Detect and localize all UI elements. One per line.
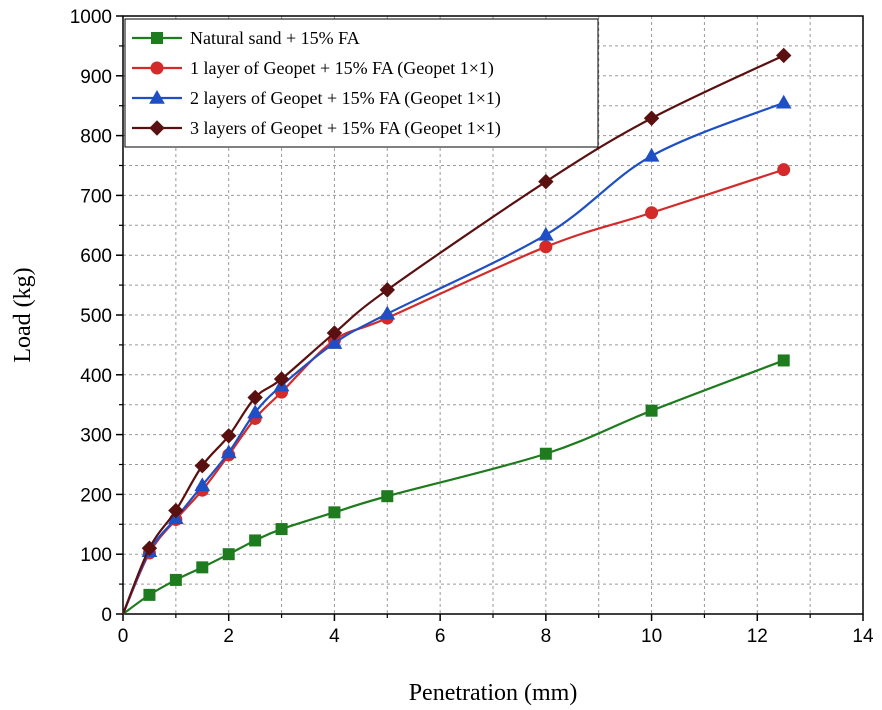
data-point — [643, 110, 660, 126]
data-point — [645, 206, 659, 220]
y-tick-label: 700 — [80, 186, 112, 207]
x-tick-label: 6 — [435, 626, 446, 647]
series-3 — [121, 94, 792, 615]
data-point — [537, 226, 554, 241]
data-point — [247, 389, 263, 406]
x-tick-label: 14 — [852, 626, 874, 647]
data-point — [247, 404, 264, 419]
data-point — [538, 173, 554, 190]
axis-ticks: 0 2 4 6 8 10 12 14 0 100 200 300 400 500 600 700 800 900 1… — [70, 7, 874, 647]
x-tick-label: 10 — [641, 626, 662, 647]
data-point — [168, 502, 184, 519]
data-point — [379, 305, 396, 320]
x-tick-label: 12 — [747, 626, 768, 647]
series-group — [121, 47, 792, 615]
legend-label: 1 layer of Geopet + 15% FA (Geopet 1×1) — [190, 58, 494, 79]
series-line — [121, 168, 785, 615]
legend-box — [124, 18, 599, 148]
x-tick-label: 4 — [329, 626, 340, 647]
y-tick-label: 900 — [80, 67, 112, 88]
data-point — [220, 444, 237, 459]
y-tick-label: 300 — [80, 426, 112, 447]
data-point — [249, 534, 262, 547]
data-point — [143, 588, 156, 601]
y-axis-title: Load (kg) — [10, 267, 36, 362]
series-line — [121, 101, 785, 615]
y-tick-label: 200 — [80, 485, 112, 506]
data-point — [379, 282, 395, 298]
series-4 — [121, 47, 792, 615]
legend-marker — [149, 120, 165, 136]
data-point — [777, 163, 791, 177]
y-tick-label: 800 — [80, 127, 112, 148]
legend: Natural sand + 15% FA 1 layer of Geopet +… — [124, 18, 599, 148]
y-tick-label: 500 — [80, 306, 112, 327]
data-point — [196, 561, 209, 574]
legend-label: 2 layers of Geopet + 15% FA (Geopet 1×1) — [190, 88, 501, 109]
series-1 — [122, 354, 790, 615]
data-point — [169, 573, 182, 586]
legend-marker — [150, 61, 164, 75]
y-tick-label: 400 — [80, 366, 112, 387]
legend-marker — [151, 32, 163, 44]
data-point — [326, 335, 343, 349]
y-tick-label: 600 — [80, 246, 112, 267]
x-axis-title: Penetration (mm) — [409, 680, 578, 706]
data-point — [273, 371, 290, 387]
legend-label: 3 layers of Geopet + 15% FA (Geopet 1×1) — [190, 118, 501, 139]
data-point — [194, 477, 211, 492]
series-2 — [121, 163, 791, 615]
data-point — [381, 490, 394, 503]
data-point — [141, 540, 158, 556]
x-tick-label: 8 — [541, 626, 552, 647]
legend-item: 2 layers of Geopet + 15% FA (Geopet 1×1) — [132, 88, 501, 109]
data-point — [643, 147, 660, 162]
y-tick-label: 1000 — [70, 7, 112, 28]
x-tick-label: 0 — [118, 626, 129, 647]
data-point — [539, 447, 552, 460]
legend-marker — [149, 89, 165, 104]
data-point — [328, 506, 341, 519]
legend-item: Natural sand + 15% FA — [132, 28, 360, 48]
legend-item: 3 layers of Geopet + 15% FA (Geopet 1×1) — [132, 118, 501, 139]
data-point — [775, 94, 792, 109]
data-point — [275, 523, 288, 536]
data-point — [539, 240, 553, 254]
x-tick-label: 2 — [223, 626, 234, 647]
y-tick-label: 0 — [101, 605, 112, 626]
data-point — [776, 47, 792, 64]
legend-label: Natural sand + 15% FA — [190, 28, 360, 48]
series-line — [122, 359, 785, 615]
data-point — [194, 457, 210, 474]
data-point — [777, 354, 790, 367]
y-tick-label: 100 — [80, 545, 112, 566]
data-point — [222, 548, 235, 561]
data-point — [645, 404, 658, 417]
data-point — [221, 428, 237, 444]
data-point — [326, 325, 343, 341]
legend-item: 1 layer of Geopet + 15% FA (Geopet 1×1) — [132, 58, 494, 79]
